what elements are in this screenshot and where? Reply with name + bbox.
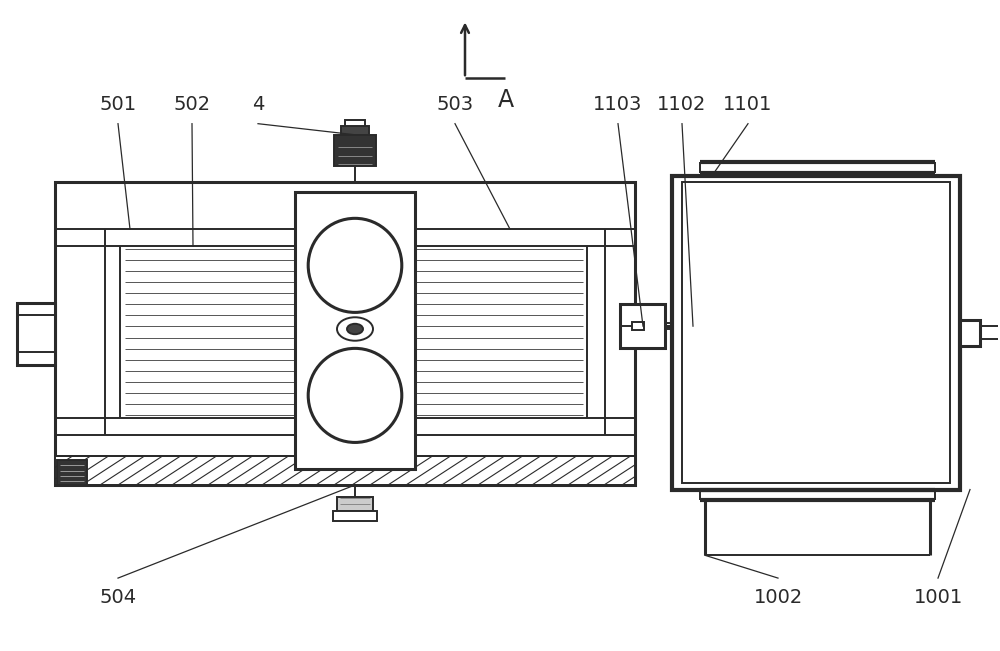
- Bar: [57, 460, 87, 485]
- Bar: [333, 511, 377, 521]
- Bar: [632, 322, 644, 330]
- Text: 4: 4: [252, 95, 264, 114]
- Text: 1002: 1002: [753, 588, 803, 607]
- Bar: [345, 120, 365, 126]
- Bar: [341, 126, 369, 135]
- Bar: [17, 303, 55, 365]
- Text: A: A: [498, 88, 514, 112]
- Text: 501: 501: [99, 95, 137, 114]
- Bar: [682, 182, 950, 483]
- Ellipse shape: [308, 348, 402, 443]
- Bar: [620, 304, 665, 348]
- Bar: [55, 182, 635, 485]
- Circle shape: [347, 324, 363, 334]
- Circle shape: [337, 317, 373, 340]
- Text: 502: 502: [173, 95, 211, 114]
- Bar: [672, 176, 960, 490]
- Text: 1001: 1001: [913, 588, 963, 607]
- Ellipse shape: [308, 218, 402, 312]
- Text: 503: 503: [436, 95, 474, 114]
- Text: 1102: 1102: [657, 95, 707, 114]
- Text: 1101: 1101: [723, 95, 773, 114]
- Text: 1103: 1103: [593, 95, 643, 114]
- Bar: [960, 320, 980, 346]
- Bar: [295, 192, 415, 469]
- Bar: [337, 497, 373, 511]
- Text: 504: 504: [99, 588, 137, 607]
- Bar: [55, 456, 635, 485]
- Bar: [334, 135, 376, 166]
